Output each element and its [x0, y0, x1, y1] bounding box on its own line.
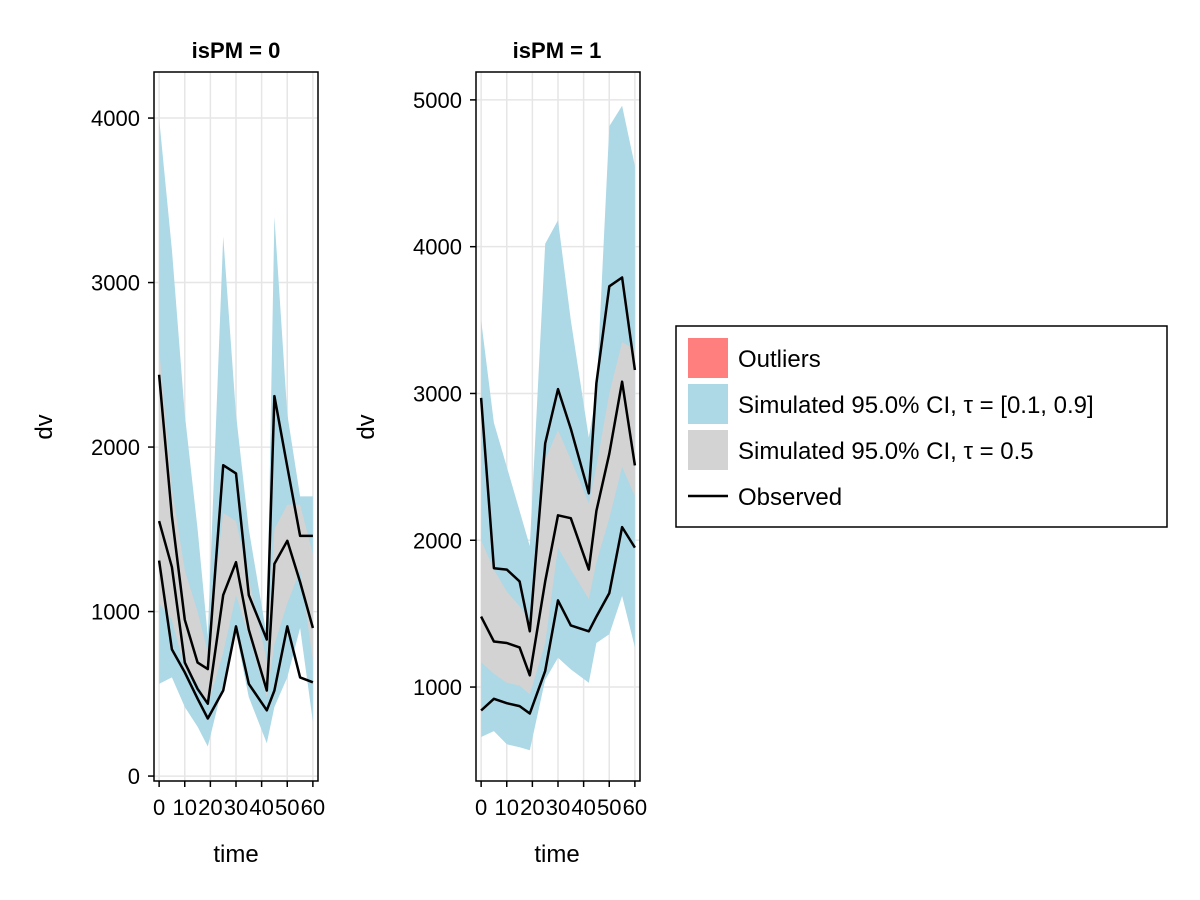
legend: Outliers Simulated 95.0% CI, τ = [0.1, 0…	[675, 325, 1168, 528]
panel-title: isPM = 1	[513, 38, 602, 63]
x-tick-label: 10	[173, 795, 197, 820]
y-tick-label: 2000	[413, 528, 462, 553]
observed-line-2	[157, 520, 315, 705]
x-tick-label: 30	[224, 795, 248, 820]
legend-label-ci-median: Simulated 95.0% CI, τ = 0.5	[738, 438, 1034, 465]
legend-label-observed: Observed	[738, 484, 842, 511]
x-tick-label: 60	[623, 795, 647, 820]
y-tick-label: 0	[128, 764, 140, 789]
legend-frame	[675, 325, 1168, 528]
x-axis-label: time	[213, 841, 258, 868]
x-tick-label: 20	[520, 795, 544, 820]
x-tick-label: 0	[475, 795, 487, 820]
x-tick-label: 40	[571, 795, 595, 820]
y-tick-label: 4000	[413, 235, 462, 260]
y-axis-label: dv	[31, 414, 58, 439]
y-tick-label: 3000	[91, 271, 140, 296]
y-tick-label: 3000	[413, 381, 462, 406]
x-tick-label: 50	[275, 795, 299, 820]
x-tick-label: 20	[198, 795, 222, 820]
x-tick-label: 50	[597, 795, 621, 820]
observed-line-1	[479, 276, 637, 633]
y-tick-label: 4000	[91, 106, 140, 131]
x-tick-label: 30	[546, 795, 570, 820]
legend-label-outliers: Outliers	[738, 346, 821, 373]
x-tick-label: 60	[301, 795, 325, 820]
legend-swatch-ci-outer	[688, 384, 728, 424]
y-tick-label: 1000	[91, 600, 140, 625]
x-tick-label: 10	[495, 795, 519, 820]
x-axis-label: time	[534, 841, 579, 868]
ci-band-median	[159, 348, 313, 706]
x-tick-label: 0	[153, 795, 165, 820]
x-tick-label: 40	[249, 795, 273, 820]
panel-title: isPM = 0	[192, 38, 281, 63]
observed-line-3	[157, 560, 314, 720]
observed-line-1	[157, 374, 313, 671]
y-tick-label: 1000	[413, 675, 462, 700]
legend-swatch-outliers	[688, 338, 728, 378]
panel-ispm-1: isPM = 1 1000 2000 3000 4000 5000 0 10 20 30 40 50…	[353, 38, 647, 868]
legend-label-ci-outer: Simulated 95.0% CI, τ = [0.1, 0.9]	[738, 392, 1094, 419]
observed-line-3	[480, 525, 636, 715]
legend-swatch-ci-median	[688, 430, 728, 470]
y-axis-label: dv	[353, 414, 380, 439]
observed-line-2	[479, 380, 637, 677]
y-tick-label: 2000	[91, 435, 140, 460]
ci-band-outer	[481, 105, 635, 751]
y-tick-label: 5000	[413, 88, 462, 113]
